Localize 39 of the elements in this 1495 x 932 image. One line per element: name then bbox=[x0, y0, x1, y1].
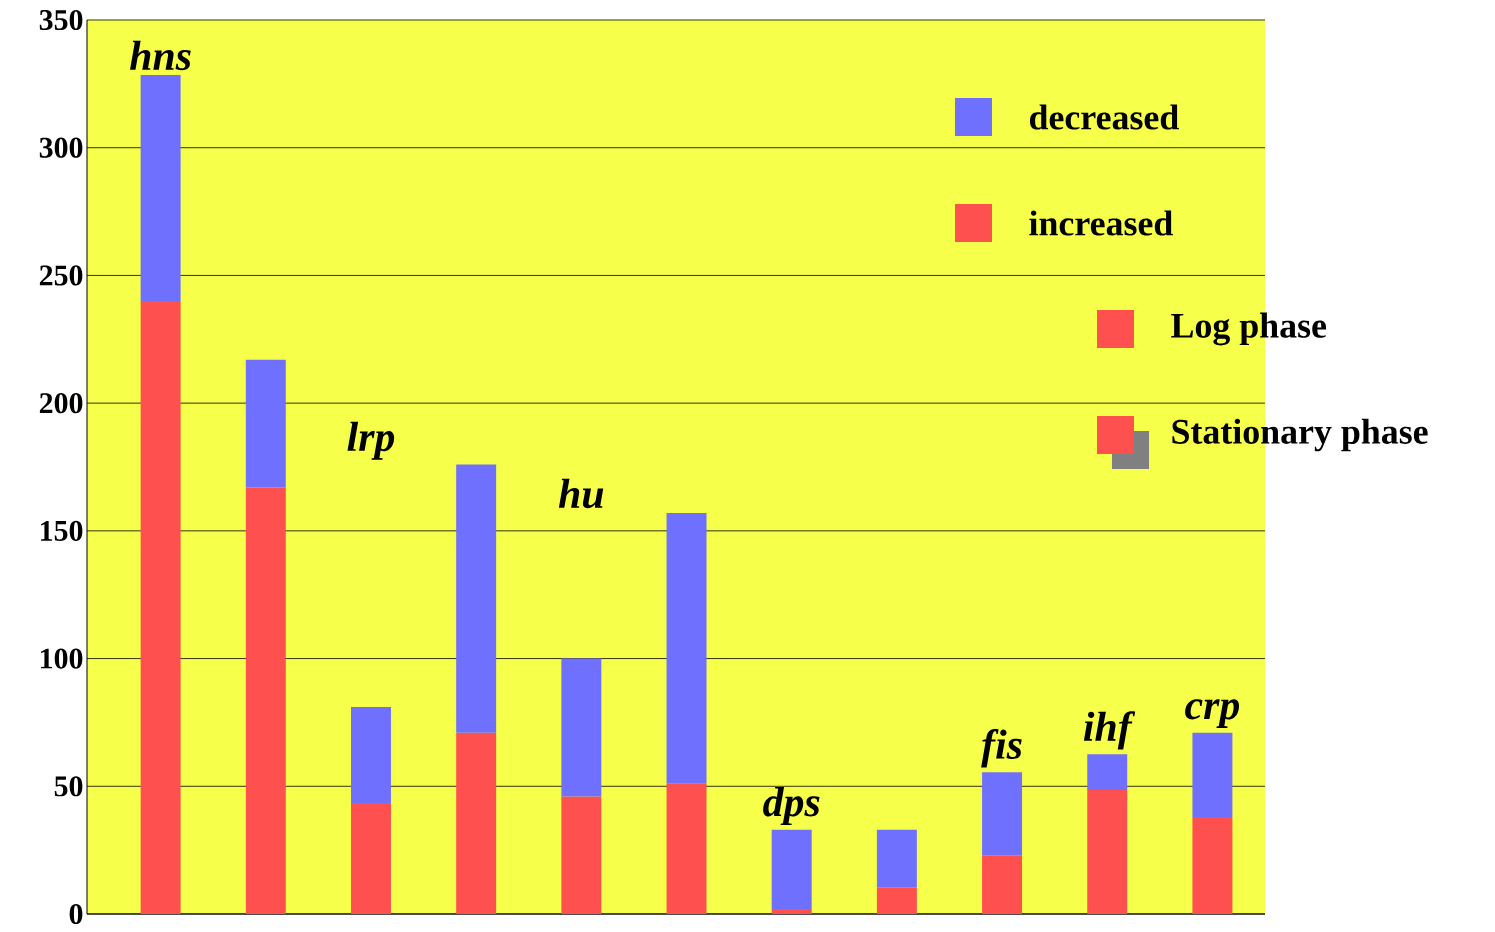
x-tick-label: ihf bbox=[1083, 711, 1136, 750]
y-tick-label: 0 bbox=[69, 903, 83, 925]
bar bbox=[1192, 816, 1233, 914]
bar bbox=[245, 487, 286, 914]
bar bbox=[561, 796, 602, 914]
y-tick-label: 150 bbox=[41, 520, 83, 541]
y-tick-label: 350 bbox=[39, 9, 83, 31]
bar bbox=[1087, 790, 1128, 914]
bar bbox=[456, 464, 497, 733]
bar bbox=[666, 512, 707, 784]
bar bbox=[666, 783, 707, 914]
bar bbox=[876, 887, 917, 914]
bar bbox=[351, 802, 391, 914]
legend-label: decreased bbox=[1029, 104, 1179, 130]
bar bbox=[351, 707, 391, 803]
legend-label: increased bbox=[1029, 210, 1173, 236]
bar bbox=[140, 74, 181, 301]
bar bbox=[771, 908, 812, 914]
bar bbox=[140, 300, 181, 914]
bar bbox=[876, 829, 917, 888]
bar bbox=[771, 829, 812, 909]
bar bbox=[982, 855, 1023, 914]
x-tick-label: lrp bbox=[347, 421, 395, 460]
bar bbox=[456, 732, 497, 914]
bar bbox=[1087, 754, 1128, 791]
bar bbox=[561, 658, 602, 797]
x-tick-label: hns bbox=[130, 40, 191, 71]
bar bbox=[245, 359, 286, 488]
x-tick-label: fis bbox=[981, 729, 1022, 768]
x-tick-label: crp bbox=[1185, 699, 1240, 728]
y-tick-label: 250 bbox=[39, 265, 83, 286]
x-tick-label: hu bbox=[558, 478, 604, 509]
y-tick-label: 100 bbox=[41, 648, 83, 669]
bar bbox=[982, 772, 1023, 856]
y-tick-label: 300 bbox=[39, 137, 83, 158]
y-tick-label: 200 bbox=[39, 393, 83, 414]
bar bbox=[1192, 732, 1233, 817]
x-tick-label: dps bbox=[763, 787, 820, 825]
y-tick-label: 50 bbox=[54, 776, 83, 797]
